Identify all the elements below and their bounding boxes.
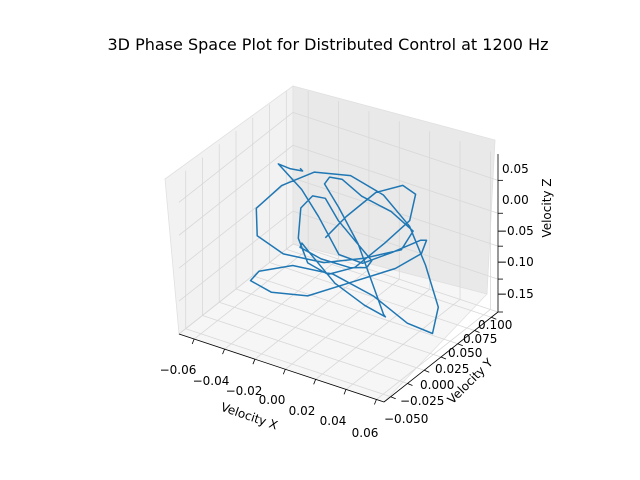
back-pane-grid-line: [292, 210, 499, 280]
back-pane-grid-line: [292, 144, 499, 214]
y-tick-label: −0.050: [384, 412, 428, 426]
y-tick-labels: −0.050 −0.025 0.000 0.025 0.050 0.075 0.…: [384, 318, 512, 426]
y-tick-mark: [491, 316, 497, 320]
floor-grid-line: [269, 262, 475, 331]
series-line-0: [249, 163, 440, 335]
y-tick-mark: [474, 330, 480, 333]
left-pane-grid-line: [178, 243, 294, 335]
x-tick-mark: [191, 338, 195, 345]
z-tick-label: 0.00: [502, 193, 529, 207]
floor-grid-line: [286, 248, 492, 318]
y-tick-label: 0.100: [478, 318, 512, 332]
x-tick-label: −0.06: [160, 363, 197, 377]
y-tick-mark: [440, 356, 447, 360]
x-tick-label: −0.02: [226, 384, 263, 398]
left-pane-grid-line: [178, 112, 294, 203]
left-pane-grid-line: [178, 210, 294, 302]
y-tick-mark: [424, 369, 430, 373]
y-tick-label: −0.025: [400, 394, 444, 408]
x-tick-mark: [374, 399, 377, 405]
x-tick-labels: −0.06 −0.04 −0.02 0.00 0.02 0.04 0.06: [160, 363, 379, 440]
x-tick-mark: [343, 389, 347, 395]
x-tick-label: 0.06: [352, 426, 379, 440]
floor-grid-line: [235, 288, 442, 358]
x-tick-mark: [252, 359, 256, 365]
y-tick-label: 0.050: [448, 346, 482, 360]
x-tick-label: −0.04: [193, 374, 230, 388]
y-tick-label: 0.025: [435, 362, 469, 376]
tick-marks: [191, 179, 503, 405]
z-tick-label: −0.05: [497, 224, 534, 238]
x-tick-mark: [313, 379, 317, 385]
back-pane-grid-line: [292, 243, 499, 313]
z-tick-label: −0.10: [497, 255, 534, 269]
floor-grid-line: [185, 328, 391, 398]
x-tick-mark: [282, 369, 286, 375]
x-tick-label: 0.02: [289, 404, 316, 418]
z-axis-label: Velocity Z: [540, 178, 554, 237]
x-tick-mark: [222, 348, 225, 355]
chart-title: 3D Phase Space Plot for Distributed Cont…: [108, 35, 549, 54]
x-axis-line: [178, 333, 385, 403]
z-tick-label: 0.05: [502, 162, 529, 176]
y-tick-mark: [407, 383, 413, 386]
left-pane-grid-line: [178, 144, 294, 236]
y-tick-label: 0.000: [420, 378, 454, 392]
floor-grid-line: [252, 275, 458, 345]
x-tick-label: 0.00: [259, 393, 286, 407]
grid-lines: [178, 91, 499, 400]
z-tick-labels: −0.15 −0.10 −0.05 0.00 0.05: [497, 162, 534, 301]
floor-grid-line: [202, 315, 408, 384]
back-pane-grid-line: [292, 111, 499, 181]
series-layer: [249, 163, 440, 335]
z-tick-label: −0.15: [497, 287, 534, 301]
y-tick-label: 0.075: [463, 332, 497, 346]
y-tick-mark: [390, 396, 396, 400]
axis-panes: [164, 85, 496, 403]
floor-grid-line: [219, 301, 425, 371]
x-tick-label: 0.04: [320, 414, 347, 428]
y-tick-mark: [457, 343, 463, 347]
